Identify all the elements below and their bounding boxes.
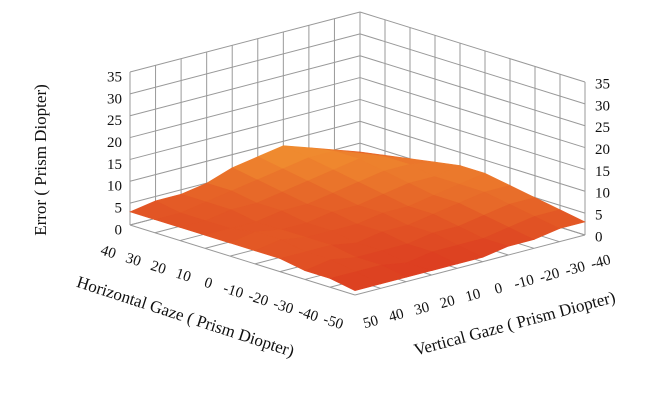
surface-patch bbox=[329, 271, 382, 291]
y-tick-label: -40 bbox=[589, 252, 612, 273]
z-tick-label: 35 bbox=[107, 69, 122, 85]
grid-line bbox=[129, 55, 361, 117]
z-axis-label: Error ( Prism Diopter) bbox=[31, 84, 50, 236]
x-tick-label: -10 bbox=[221, 281, 245, 302]
grid-line bbox=[359, 77, 586, 149]
y-tick-label: 10 bbox=[464, 286, 483, 305]
z-tick-label: 5 bbox=[115, 201, 123, 217]
y-tick-label: -20 bbox=[538, 265, 561, 286]
x-axis-label: Horizontal Gaze ( Prism Diopter) bbox=[74, 272, 296, 360]
x-tick-label: -50 bbox=[321, 312, 345, 333]
x-tick-label: 0 bbox=[202, 275, 214, 293]
grid-line bbox=[129, 98, 361, 160]
z-tick-label: 15 bbox=[107, 157, 122, 173]
grid-line bbox=[129, 11, 361, 73]
grid-line bbox=[129, 33, 361, 95]
x-tick-label: 30 bbox=[124, 250, 143, 270]
z-tick-label: 15 bbox=[595, 164, 610, 180]
y-tick-label: 0 bbox=[493, 280, 504, 297]
z-tick-label: 20 bbox=[107, 135, 122, 151]
z-tick-label: 10 bbox=[595, 186, 610, 202]
grid-line bbox=[129, 120, 361, 182]
grid-line bbox=[359, 11, 586, 83]
grid-line bbox=[359, 55, 586, 127]
grid-line bbox=[359, 33, 586, 105]
x-tick-label: -40 bbox=[296, 304, 320, 325]
z-tick-label: 10 bbox=[107, 179, 122, 195]
x-tick-label: 40 bbox=[99, 243, 118, 263]
z-tick-label: 30 bbox=[107, 91, 122, 107]
y-tick-label: 50 bbox=[362, 313, 381, 332]
x-tick-label: 10 bbox=[174, 266, 193, 286]
x-tick-label: 20 bbox=[149, 258, 168, 278]
x-tick-label: -20 bbox=[246, 288, 270, 309]
z-tick-label: 35 bbox=[595, 76, 610, 92]
grid-line bbox=[129, 77, 361, 139]
grid-line bbox=[354, 234, 586, 296]
y-tick-label: -10 bbox=[512, 272, 535, 293]
z-tick-label: 5 bbox=[595, 208, 603, 224]
x-tick-label: -30 bbox=[271, 296, 295, 317]
grid-line bbox=[359, 120, 586, 192]
z-tick-label: 25 bbox=[107, 113, 122, 129]
z-tick-label: 30 bbox=[595, 98, 610, 114]
z-tick-label: 20 bbox=[595, 142, 610, 158]
grid-line bbox=[359, 98, 586, 170]
z-tick-label: 0 bbox=[115, 222, 123, 238]
y-tick-label: -30 bbox=[564, 259, 587, 280]
y-tick-label: 30 bbox=[413, 299, 432, 318]
y-tick-label: 40 bbox=[387, 306, 406, 325]
z-tick-label: 25 bbox=[595, 120, 610, 136]
grid-line bbox=[129, 224, 356, 296]
z-tick-label: 0 bbox=[595, 229, 603, 245]
y-tick-label: 20 bbox=[438, 293, 457, 312]
